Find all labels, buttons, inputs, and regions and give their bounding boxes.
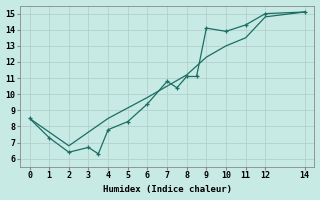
X-axis label: Humidex (Indice chaleur): Humidex (Indice chaleur) bbox=[103, 185, 232, 194]
